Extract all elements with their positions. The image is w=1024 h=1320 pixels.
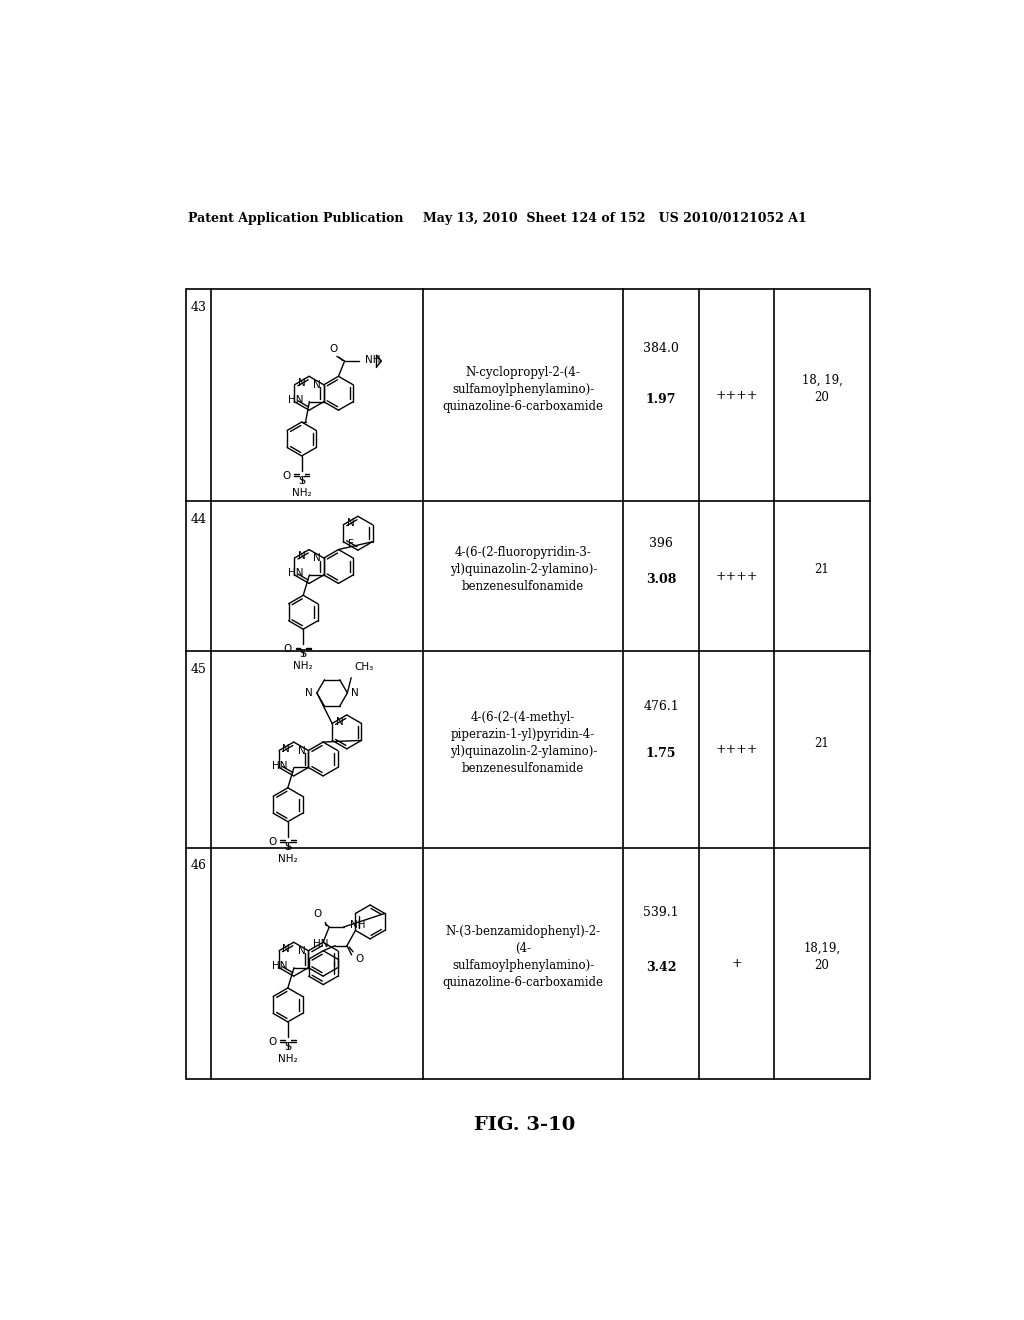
Text: N: N — [298, 746, 305, 755]
Text: HN: HN — [288, 569, 303, 578]
Text: HN: HN — [272, 760, 288, 771]
Text: NH₂: NH₂ — [294, 661, 313, 672]
Text: S: S — [285, 842, 292, 851]
Text: HN: HN — [288, 395, 303, 405]
Text: ++++: ++++ — [716, 570, 758, 582]
Text: N: N — [283, 944, 290, 954]
Text: 21: 21 — [815, 737, 829, 750]
Text: O: O — [283, 471, 291, 480]
Text: 1.97: 1.97 — [646, 393, 676, 407]
Text: F: F — [348, 539, 353, 549]
Text: N-(3-benzamidophenyl)-2-
(4-
sulfamoylphenylamino)-
quinazoline-6-carboxamide: N-(3-benzamidophenyl)-2- (4- sulfamoylph… — [442, 925, 604, 989]
Text: 476.1: 476.1 — [643, 700, 679, 713]
Text: N: N — [347, 519, 355, 528]
Text: 4-(6-(2-fluoropyridin-3-
yl)quinazolin-2-ylamino)-
benzenesulfonamide: 4-(6-(2-fluoropyridin-3- yl)quinazolin-2… — [450, 546, 597, 594]
Text: 4-(6-(2-(4-methyl-
piperazin-1-yl)pyridin-4-
yl)quinazolin-2-ylamino)-
benzenesu: 4-(6-(2-(4-methyl- piperazin-1-yl)pyridi… — [450, 711, 597, 775]
Text: N: N — [313, 553, 321, 564]
Text: 539.1: 539.1 — [643, 906, 679, 919]
Text: O: O — [355, 954, 364, 964]
Text: N: N — [283, 744, 290, 754]
Text: O: O — [268, 1036, 276, 1047]
Text: NH₂: NH₂ — [279, 1055, 298, 1064]
Text: 396: 396 — [649, 537, 673, 549]
Text: NH: NH — [366, 355, 381, 364]
Text: May 13, 2010  Sheet 124 of 152   US 2010/0121052 A1: May 13, 2010 Sheet 124 of 152 US 2010/01… — [423, 213, 807, 224]
Text: FIG. 3-10: FIG. 3-10 — [474, 1115, 575, 1134]
Text: 384.0: 384.0 — [643, 342, 679, 355]
Text: CH₃: CH₃ — [354, 661, 374, 672]
Text: 18,19,
20: 18,19, 20 — [804, 942, 841, 972]
Text: 46: 46 — [190, 859, 207, 873]
Text: O: O — [268, 837, 276, 846]
Text: S: S — [298, 475, 305, 486]
Text: N: N — [305, 688, 313, 698]
Text: +: + — [731, 957, 741, 970]
Text: O: O — [329, 345, 337, 354]
Text: N: N — [298, 945, 305, 956]
Text: ++++: ++++ — [716, 743, 758, 756]
Text: NH₂: NH₂ — [279, 854, 298, 863]
Text: 43: 43 — [190, 301, 207, 314]
Text: N: N — [298, 379, 305, 388]
Text: N: N — [298, 552, 305, 561]
Text: NH₂: NH₂ — [292, 488, 311, 498]
Text: N-cyclopropyl-2-(4-
sulfamoylphenylamino)-
quinazoline-6-carboxamide: N-cyclopropyl-2-(4- sulfamoylphenylamino… — [442, 366, 604, 413]
Text: NH: NH — [350, 920, 366, 931]
Text: O: O — [313, 908, 322, 919]
Text: 3.42: 3.42 — [646, 961, 676, 974]
Text: 1.75: 1.75 — [646, 747, 676, 760]
Text: 44: 44 — [190, 512, 207, 525]
Bar — [186, 289, 869, 1078]
Text: N: N — [351, 688, 359, 698]
Text: 3.08: 3.08 — [646, 573, 676, 586]
Text: 21: 21 — [815, 564, 829, 577]
Text: O: O — [284, 644, 292, 653]
Text: Patent Application Publication: Patent Application Publication — [188, 213, 403, 224]
Text: S: S — [285, 1041, 292, 1052]
Text: 18, 19,
20: 18, 19, 20 — [802, 374, 843, 404]
Text: HN: HN — [313, 939, 329, 949]
Text: N: N — [336, 717, 344, 727]
Text: HN: HN — [272, 961, 288, 972]
Text: N: N — [313, 380, 321, 389]
Text: ++++: ++++ — [716, 388, 758, 401]
Text: 45: 45 — [190, 663, 207, 676]
Text: S: S — [300, 649, 307, 659]
